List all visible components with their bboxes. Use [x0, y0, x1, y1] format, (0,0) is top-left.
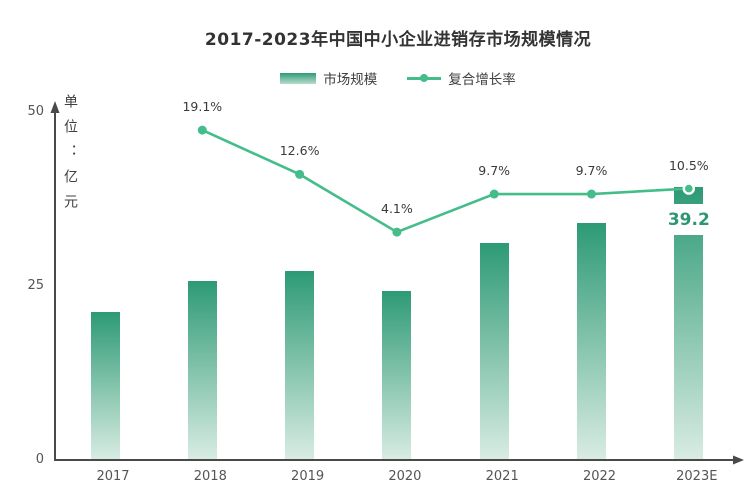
x-tick-2020: 2020	[388, 469, 422, 484]
y-tick-0: 0	[35, 452, 44, 467]
bar-2021	[479, 242, 509, 460]
growth-dot-2022	[587, 189, 596, 199]
growth-dot-2019	[295, 169, 305, 179]
pct-label-2023E: 10.5%	[668, 157, 709, 173]
bar-2020	[382, 290, 412, 460]
bar-2022	[577, 222, 606, 460]
x-tick-2018: 2018	[193, 469, 227, 484]
bar-value-label: 39.2	[668, 204, 710, 236]
x-tick-2019: 2019	[291, 469, 325, 484]
pct-label-2022: 9.7%	[575, 163, 608, 179]
bar-2017	[90, 311, 120, 460]
growth-dot-2023E	[682, 182, 695, 195]
bar-2019	[285, 270, 315, 460]
x-tick-2017: 2017	[96, 469, 130, 484]
y-tick-50: 50	[27, 104, 44, 119]
legend-item-market-scale: 市场规模	[280, 68, 377, 88]
x-tick-2023E: 2023E	[676, 469, 718, 484]
legend-label-market-scale: 市场规模	[323, 72, 378, 88]
legend-label-growth-rate: 复合增长率	[448, 72, 516, 88]
line-series-swatch-icon	[407, 74, 442, 82]
chart-legend: 市场规模 复合增长率	[55, 68, 741, 88]
pct-label-2019: 12.6%	[279, 143, 320, 159]
y-axis-unit-label: 单位：亿元	[62, 94, 78, 219]
growth-dot-2020	[392, 227, 402, 237]
pct-label-2020: 4.1%	[381, 201, 413, 217]
x-tick-2021: 2021	[485, 469, 519, 484]
bar-value-label-text: 39.2	[667, 209, 710, 230]
growth-dot-2021	[489, 189, 499, 199]
pct-label-2021: 9.7%	[478, 163, 511, 179]
legend-item-growth-rate: 复合增长率	[407, 68, 516, 88]
bar-2018	[187, 281, 217, 460]
pct-label-2018: 19.1%	[182, 99, 223, 115]
y-tick-25: 25	[27, 278, 44, 293]
growth-dot-2018	[197, 125, 207, 135]
x-tick-2022: 2022	[582, 469, 617, 484]
chart-title: 2017-2023年中国中小企业进销存市场规模情况	[204, 30, 592, 50]
bar-series-swatch-icon	[280, 72, 317, 84]
